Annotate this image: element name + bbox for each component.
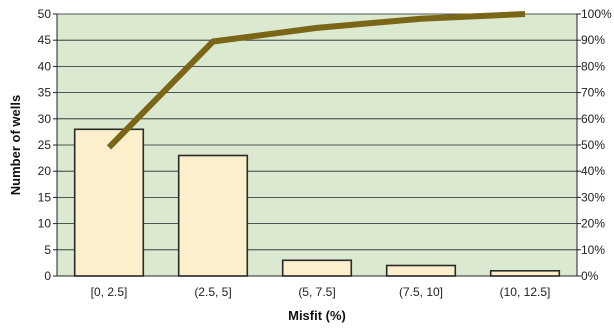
x-tick-label: [0, 2.5] — [91, 285, 128, 299]
y-tick-label: 35 — [38, 86, 52, 100]
x-tick-label: (2.5, 5] — [194, 285, 231, 299]
bar — [385, 264, 457, 277]
y2-tick-label: 90% — [581, 33, 605, 47]
y2-tick-label: 40% — [581, 164, 605, 178]
y2-tick-label: 50% — [581, 138, 605, 152]
bar — [281, 259, 353, 277]
x-tick-label: (5, 7.5] — [298, 285, 335, 299]
bar — [73, 128, 145, 277]
cumulative-line — [106, 11, 526, 150]
y-tick-label: 5 — [44, 243, 51, 257]
bar — [489, 269, 561, 277]
bars — [73, 128, 561, 277]
y-tick-label: 40 — [38, 59, 52, 73]
bar — [177, 154, 249, 277]
y-tick-label: 25 — [38, 138, 52, 152]
x-axis-title: Misfit (%) — [288, 308, 346, 323]
y2-tick-label: 20% — [581, 217, 605, 231]
y2-tick-label: 70% — [581, 86, 605, 100]
y2-tick-label: 10% — [581, 243, 605, 257]
y2-tick-label: 100% — [581, 7, 612, 21]
x-tick-label: (10, 12.5] — [500, 285, 551, 299]
y-tick-label: 30 — [38, 112, 52, 126]
y-tick-label: 15 — [38, 190, 52, 204]
y2-tick-label: 80% — [581, 59, 605, 73]
y-tick-label: 0 — [44, 269, 51, 283]
y2-tick-label: 60% — [581, 112, 605, 126]
y2-axis-ticks: 0% 10% 20% 30% 40% 50% 60% 70% 80% 90% 100% — [577, 7, 612, 283]
y-tick-label: 20 — [38, 164, 52, 178]
y2-tick-label: 0% — [581, 269, 599, 283]
y-axis-ticks: 0 5 10 15 20 25 30 35 40 45 50 — [38, 7, 57, 283]
x-tick-label: (7.5, 10] — [399, 285, 443, 299]
x-axis-ticks: [0, 2.5] (2.5, 5] (5, 7.5] (7.5, 10] (10, 12… — [91, 285, 551, 299]
y2-tick-label: 30% — [581, 190, 605, 204]
y-tick-label: 50 — [38, 7, 52, 21]
y-tick-label: 45 — [38, 33, 52, 47]
y-axis-title: Number of wells — [8, 95, 23, 195]
y-tick-label: 10 — [38, 217, 52, 231]
